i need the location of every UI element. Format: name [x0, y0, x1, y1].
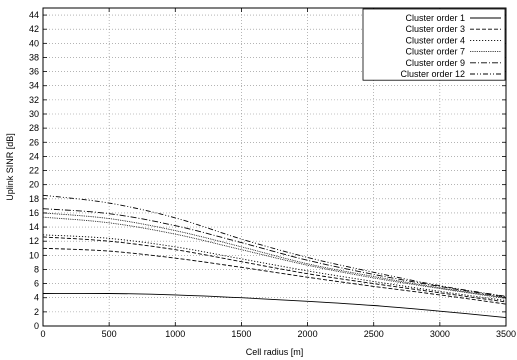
- x-tick-label: 1000: [165, 329, 185, 339]
- y-tick-label: 10: [29, 250, 39, 260]
- y-tick-label: 22: [29, 166, 39, 176]
- series-line-cluster-order-7: [42, 216, 507, 299]
- y-tick-label: 12: [29, 236, 39, 246]
- y-tick-label: 16: [29, 208, 39, 218]
- series-lines: [42, 194, 507, 318]
- x-axis-label: Cell radius [m]: [246, 347, 304, 357]
- legend-label: Cluster order 12: [400, 69, 465, 79]
- y-tick-label: 14: [29, 222, 39, 232]
- x-tick-label: 2000: [298, 329, 318, 339]
- plot-area: [42, 7, 507, 327]
- y-tick-label: 36: [29, 67, 39, 77]
- x-tick-label: 0: [40, 329, 45, 339]
- series-line-cluster-order-7: [42, 212, 507, 299]
- legend-label: Cluster order 4: [405, 35, 465, 45]
- series-line-cluster-order-1: [42, 292, 507, 318]
- y-tick-label: 30: [29, 109, 39, 119]
- x-tick-label: 3000: [430, 329, 450, 339]
- series-line-cluster-order-12: [42, 194, 507, 297]
- y-tick-label: 24: [29, 151, 39, 161]
- axis-ticks: 0 500 1000 1500 2000 2500 3000 3500024681012141…: [29, 8, 516, 339]
- y-tick-label: 2: [34, 307, 39, 317]
- legend-label: Cluster order 1: [405, 13, 465, 23]
- y-tick-label: 18: [29, 194, 39, 204]
- series-line-cluster-order-3: [42, 247, 507, 305]
- y-axis-label: Uplink SINR [dB]: [5, 133, 15, 201]
- x-tick-label: 1500: [231, 329, 251, 339]
- y-tick-label: 6: [34, 279, 39, 289]
- y-tick-label: 34: [29, 81, 39, 91]
- y-tick-label: 20: [29, 180, 39, 190]
- series-line-cluster-order-4: [42, 234, 507, 302]
- legend-label: Cluster order 3: [405, 24, 465, 34]
- y-tick-label: 8: [34, 264, 39, 274]
- x-tick-label: 2500: [364, 329, 384, 339]
- legend-label: Cluster order 7: [405, 47, 465, 57]
- y-tick-label: 44: [29, 10, 39, 20]
- grid: [43, 8, 506, 326]
- y-tick-label: 4: [34, 293, 39, 303]
- series-line-cluster-order-3: [42, 236, 507, 303]
- series-line-cluster-order-9: [42, 208, 507, 298]
- legend-label: Cluster order 9: [405, 58, 465, 68]
- y-tick-label: 28: [29, 123, 39, 133]
- legend-box: [362, 8, 506, 81]
- x-tick-label: 500: [102, 329, 117, 339]
- y-tick-label: 40: [29, 38, 39, 48]
- x-tick-label: 3500: [496, 329, 516, 339]
- y-tick-label: 32: [29, 95, 39, 105]
- y-tick-label: 26: [29, 137, 39, 147]
- y-tick-label: 0: [34, 321, 39, 331]
- y-tick-label: 42: [29, 24, 39, 34]
- y-tick-label: 38: [29, 52, 39, 62]
